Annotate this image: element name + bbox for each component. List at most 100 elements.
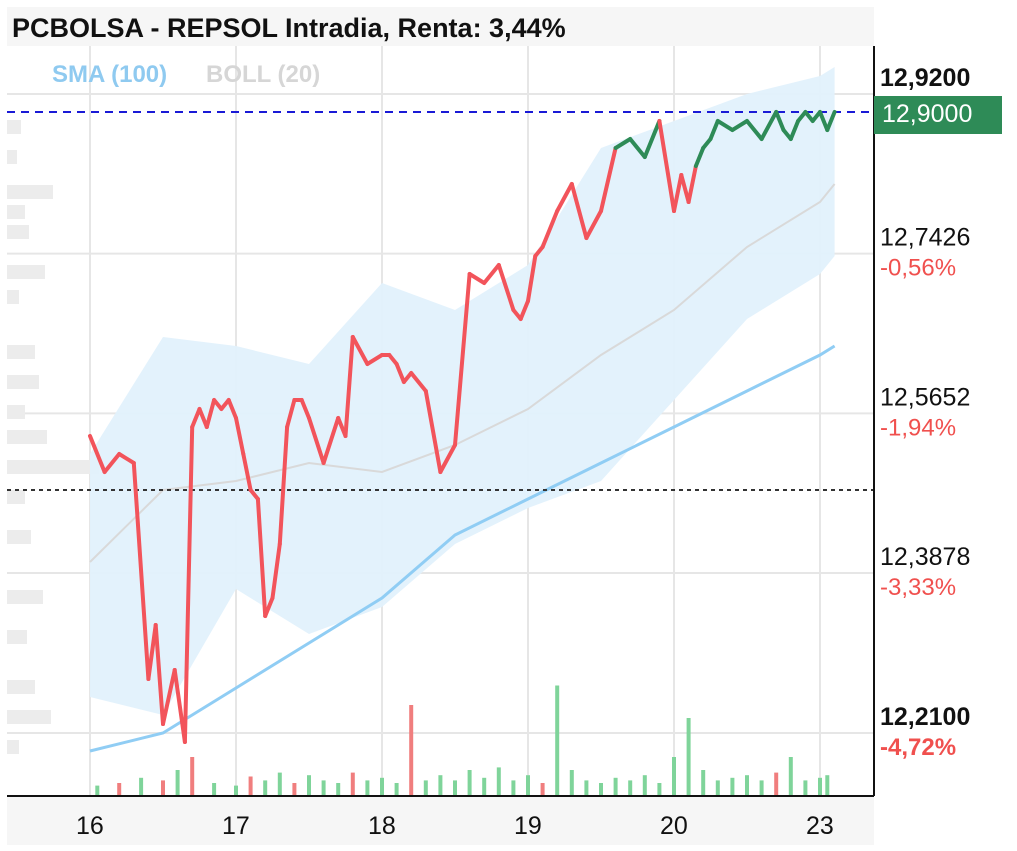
price-segment	[679, 173, 691, 204]
volume-profile-bar	[7, 150, 17, 164]
volume-profile-bar	[7, 405, 25, 419]
volume-bar	[365, 780, 370, 796]
y-axis-percent-label: -3,33%	[880, 574, 956, 601]
volume-bar	[409, 705, 414, 796]
volume-bar	[394, 783, 399, 796]
x-axis-label: 23	[806, 812, 834, 840]
x-axis-label: 16	[76, 812, 104, 840]
price-segment	[745, 119, 764, 141]
price-segment	[788, 119, 801, 141]
price-segment	[672, 173, 684, 213]
volume-bar	[467, 770, 472, 796]
price-segment	[518, 299, 530, 321]
volume-bar	[526, 775, 530, 796]
bollinger-mid-line	[89, 183, 836, 563]
legend-sma: SMA (100)	[52, 61, 167, 88]
price-segment	[759, 110, 779, 141]
y-axis-label: 12,3878	[880, 543, 970, 571]
volume-profile-bar	[7, 265, 45, 279]
price-segment	[693, 146, 706, 168]
price-segment	[234, 416, 246, 456]
price-segment	[467, 272, 487, 285]
volume-bar	[336, 783, 341, 796]
price-segment	[307, 416, 326, 465]
volume-bar	[584, 780, 589, 796]
current-price-tag: 12,9000	[874, 96, 1002, 134]
volume-bar	[759, 780, 764, 796]
volume-bar	[730, 777, 735, 796]
volume-profile-bar	[7, 490, 25, 504]
volume-profile-bar	[7, 205, 25, 219]
volume-bar	[555, 685, 560, 796]
volume-bars	[95, 685, 830, 796]
volume-bar	[95, 785, 100, 796]
volume-bar	[540, 783, 545, 796]
price-segment	[161, 668, 177, 726]
volume-bar	[453, 780, 457, 796]
price-segment	[715, 119, 735, 132]
price-segment	[190, 407, 202, 429]
volume-profile-bar	[7, 345, 35, 359]
volume-bar	[715, 780, 720, 796]
price-segment	[423, 389, 443, 474]
price-segment	[365, 353, 384, 366]
price-segment	[270, 542, 282, 600]
x-axis-label: 17	[222, 812, 250, 840]
volume-bar	[599, 783, 603, 796]
volume-bar	[277, 772, 282, 796]
volume-bar	[307, 775, 311, 796]
volume-bar	[511, 780, 516, 796]
price-segment	[350, 335, 370, 366]
price-segment	[584, 209, 603, 240]
price-segment	[496, 263, 516, 312]
price-segment	[569, 182, 589, 240]
volume-bar	[657, 783, 662, 796]
volume-bar	[701, 770, 706, 796]
current-price-value: 12,9000	[882, 100, 972, 128]
price-segment	[730, 119, 749, 132]
price-segment	[555, 182, 574, 213]
sma-line	[89, 344, 836, 753]
volume-profile-bar	[7, 430, 47, 444]
price-segment	[657, 119, 676, 213]
volume-profile-bar	[7, 225, 29, 239]
price-segment	[438, 443, 457, 474]
y-axis-label: 12,2100	[880, 703, 970, 731]
volume-bar	[818, 777, 822, 796]
volume-bar	[496, 767, 501, 796]
y-axis-percent-label: -0,56%	[880, 255, 956, 282]
y-axis-percent-label: -1,94%	[880, 414, 956, 441]
volume-bar	[380, 777, 384, 796]
price-segment	[241, 452, 253, 492]
price-segment	[117, 452, 136, 465]
volume-bar	[569, 770, 574, 796]
price-segment	[263, 596, 275, 618]
volume-bar	[788, 757, 793, 796]
volume-bar	[803, 780, 808, 796]
chart-title: PCBOLSA - REPSOL Intradia, Renta: 3,44%	[12, 13, 566, 43]
price-segment	[540, 209, 560, 249]
price-segment	[628, 137, 647, 159]
price-segment	[102, 452, 122, 474]
volume-bar	[825, 775, 830, 796]
price-segment	[825, 110, 837, 132]
volume-bar	[672, 757, 676, 796]
price-segment	[394, 362, 406, 384]
volume-bar	[350, 772, 355, 796]
volume-profile-bar	[7, 290, 19, 304]
volume-profile-bar	[7, 120, 21, 134]
volume-bar	[190, 757, 195, 796]
volume-profile-bar	[7, 740, 19, 754]
x-axis-labels: 16 17 18 19 20 23	[76, 812, 834, 840]
volume-profile-bar	[7, 630, 27, 644]
volume-bar	[642, 775, 647, 796]
price-segment	[409, 371, 428, 393]
volume-profile-bar	[7, 590, 43, 604]
y-axis-labels: 12,9200 12,7426 -0,56% 12,5652 -1,94% 12,3878…	[880, 64, 970, 761]
price-segment	[321, 416, 341, 465]
price-segment	[526, 254, 538, 303]
y-axis-label: 12,5652	[880, 383, 970, 411]
volume-profile-bar	[7, 460, 99, 474]
price-segment	[708, 119, 720, 141]
